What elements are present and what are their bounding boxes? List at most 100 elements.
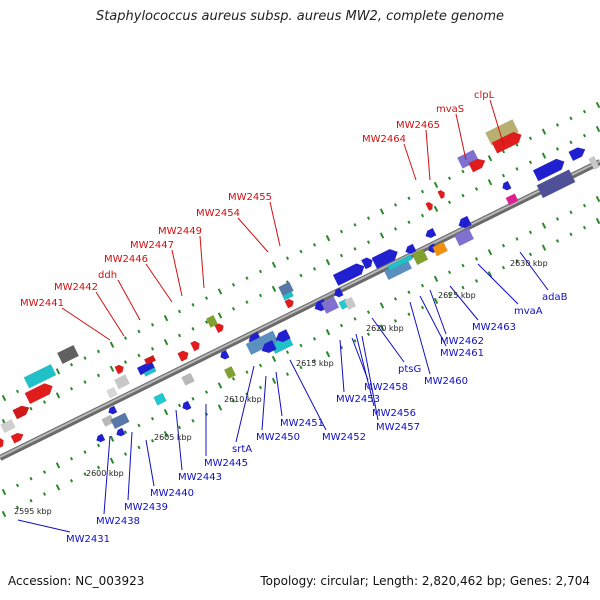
track-dot — [1, 394, 7, 402]
track-dot — [204, 320, 209, 324]
gene-label-top: MW2442 — [54, 282, 98, 293]
track-dot — [69, 362, 74, 367]
gene-feature — [106, 386, 118, 399]
track-dot — [379, 208, 385, 215]
label-leader-line — [127, 431, 133, 501]
track-dot — [555, 217, 560, 221]
track-dot — [204, 390, 209, 394]
label-leader-line — [17, 519, 71, 533]
track-dot — [541, 152, 547, 159]
track-dot — [569, 210, 573, 215]
gene-feature — [437, 189, 446, 200]
track-dot — [137, 353, 141, 358]
track-dot — [15, 505, 20, 510]
track-dot — [474, 257, 479, 261]
track-dot — [245, 370, 249, 374]
label-leader-line — [403, 143, 417, 181]
track-dot — [245, 276, 249, 280]
track-dot — [299, 365, 303, 370]
track-dot — [29, 498, 33, 503]
tick-label: 2630 kbp — [510, 259, 548, 268]
gene-feature — [24, 383, 53, 405]
track-dot — [163, 430, 169, 438]
track-dot — [447, 292, 452, 297]
gene-label-bottom: MW2458 — [364, 382, 408, 393]
track-dot — [123, 452, 128, 456]
label-leader-line — [261, 375, 267, 431]
track-dot — [339, 229, 344, 234]
track-dot — [29, 406, 33, 411]
gene-feature — [568, 147, 586, 162]
track-dot — [366, 332, 371, 336]
track-dot — [447, 200, 452, 205]
gene-label-top: MW2446 — [104, 254, 148, 265]
track-dot — [407, 290, 411, 295]
track-dot — [447, 176, 452, 181]
label-leader-line — [145, 439, 155, 487]
track-dot — [582, 109, 587, 114]
tick-labels: 2595 kbp 2600 kbp 2605 kbp 2610 kbp 2615 kbp… — [14, 259, 548, 516]
track-dot — [515, 259, 519, 263]
gene-feature — [56, 344, 80, 365]
gene-feature — [320, 296, 340, 315]
gene-feature — [108, 405, 118, 415]
label-leader-line — [117, 279, 141, 321]
track-dot — [177, 425, 182, 430]
label-leader-line — [477, 263, 519, 305]
gene-feature — [502, 180, 512, 191]
track-dot — [231, 377, 236, 381]
tick-label: 2595 kbp — [14, 507, 52, 516]
gene-label-bottom: MW2460 — [424, 376, 468, 387]
gene-feature — [96, 433, 106, 443]
track-dot — [339, 323, 344, 328]
track-dot — [407, 312, 411, 317]
track-dot — [474, 187, 479, 191]
track-dot — [258, 293, 263, 298]
track-dot — [271, 377, 277, 384]
gene-label-bottom: MW2456 — [372, 408, 416, 419]
track-dot — [515, 143, 519, 147]
track-dot — [582, 225, 587, 230]
track-dot — [353, 339, 357, 343]
track-dot — [191, 302, 195, 307]
label-leader-line — [409, 301, 431, 375]
track-dot — [231, 307, 236, 311]
tick-label: 2625 kbp — [438, 291, 476, 300]
track-dot — [150, 322, 155, 327]
track-dot — [191, 396, 195, 401]
gene-label-bottom: MW2439 — [124, 502, 168, 513]
track-dot — [555, 123, 560, 127]
gene-label-bottom: adaB — [542, 292, 568, 303]
track-dot — [528, 252, 533, 257]
track-dot — [177, 403, 182, 408]
track-dot — [487, 155, 493, 162]
gene-label-top: MW2449 — [158, 226, 202, 237]
track-dot — [366, 216, 371, 220]
gene-feature — [190, 340, 200, 352]
gene-label-bottom: MW2451 — [280, 418, 324, 429]
track-dot — [433, 205, 439, 213]
track-dot — [163, 338, 169, 346]
track-dot — [393, 203, 398, 207]
track-dot — [83, 356, 87, 360]
tick-label: 2600 kbp — [86, 469, 124, 478]
track-dot — [96, 443, 101, 448]
label-leader-line — [429, 289, 447, 335]
gene-feature — [485, 119, 519, 146]
gene-feature — [275, 328, 291, 343]
gene-feature — [0, 418, 16, 434]
track-dot — [137, 329, 141, 334]
gene-label-top: MW2454 — [196, 208, 240, 219]
gene-feature — [110, 412, 130, 430]
track-dot — [353, 317, 357, 321]
track-dot — [285, 256, 290, 260]
gene-label-top: ddh — [98, 270, 117, 281]
gene-feature — [282, 291, 294, 301]
gene-feature — [114, 364, 124, 375]
track-dot — [555, 147, 560, 151]
track-dot — [595, 195, 600, 203]
track-dot — [217, 382, 223, 389]
track-dot — [366, 310, 371, 314]
gene-feature — [0, 436, 4, 449]
genome-title: Staphylococcus aureus subsp. aureus MW2,… — [95, 9, 505, 24]
